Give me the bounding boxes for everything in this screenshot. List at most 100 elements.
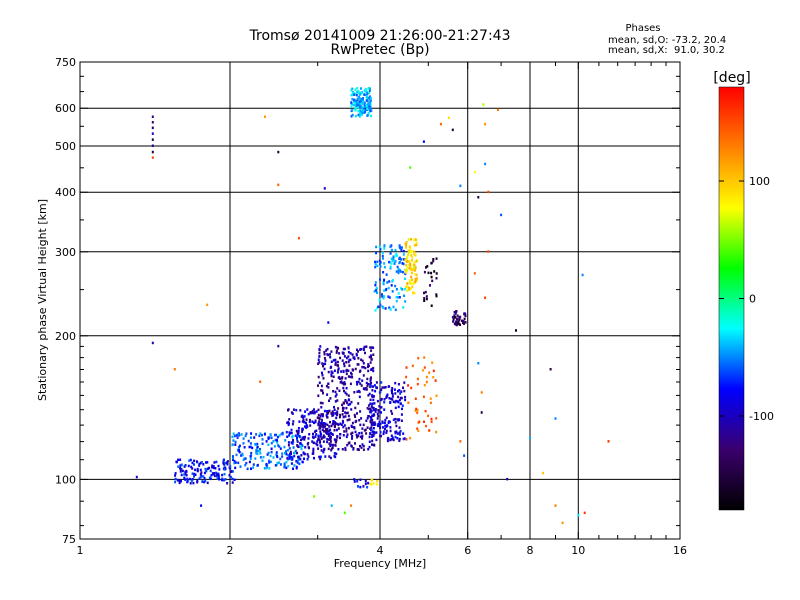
data-point [268,467,271,470]
data-point [402,437,405,441]
data-point [410,250,412,254]
data-point [458,319,461,322]
data-point [296,440,299,443]
data-point [191,478,194,481]
data-point [351,87,354,91]
data-point [370,367,373,371]
data-point [302,451,305,454]
data-point [302,437,305,440]
data-point [329,438,332,441]
data-point [338,352,341,355]
data-point [464,314,467,318]
data-point [348,364,351,367]
data-point [374,260,377,264]
data-point [288,422,290,425]
data-point [358,370,361,373]
data-point [427,271,430,275]
data-point [372,385,374,388]
data-point [397,268,400,271]
data-point [298,434,301,438]
data-point [366,95,369,99]
colorbar-tick-label: 100 [749,175,770,188]
data-point [290,431,293,435]
data-point [324,455,327,458]
data-point [413,291,416,295]
data-point [292,420,295,423]
data-point [296,451,298,455]
data-point [413,266,416,269]
data-point [554,417,557,420]
data-point [306,408,309,411]
data-point [198,464,201,467]
data-point [372,398,375,402]
data-point [401,270,404,274]
data-point [375,381,378,384]
data-point [397,383,400,386]
data-point [404,259,407,262]
data-point [185,473,188,477]
data-point [415,273,418,277]
data-point [359,485,362,489]
data-point [404,395,407,399]
data-point [454,321,457,325]
data-point [258,434,261,438]
data-point [369,407,372,410]
data-point [425,424,428,428]
data-point [262,455,265,459]
data-point [298,462,301,466]
data-point [277,150,280,154]
data-point [316,443,319,447]
data-point [428,371,431,374]
data-point [288,434,291,437]
data-point [454,312,457,315]
data-point [326,423,329,427]
y-tick-label: 300 [55,246,76,259]
data-point [370,385,372,388]
data-point [477,362,480,365]
data-point [394,248,397,252]
data-point [251,446,254,450]
data-point [232,458,234,461]
data-point [215,471,218,475]
data-point [359,112,362,115]
colorbar-label: [deg] [713,70,750,86]
data-point [328,425,331,428]
data-point [345,411,348,415]
data-point [311,409,314,413]
data-point [349,352,352,355]
data-point [368,89,371,92]
data-point [423,270,426,274]
data-point [376,479,379,483]
data-point [255,433,258,436]
data-point [367,365,369,369]
data-point [482,103,485,106]
data-point [329,353,331,356]
data-point [400,419,403,422]
data-point [351,437,353,440]
data-point [411,285,414,289]
data-point [375,289,377,292]
data-point [400,258,403,261]
data-point [327,411,330,414]
data-point [373,432,376,435]
data-point [463,454,466,457]
data-point [179,464,182,467]
data-point [395,270,398,273]
data-point [319,415,322,418]
data-point [202,463,205,466]
gridlines [80,62,680,539]
data-point [371,389,374,392]
data-point [422,140,425,143]
data-point [236,436,239,439]
data-point [379,261,382,264]
data-point [342,425,345,429]
data-point [338,415,341,419]
data-point [353,93,356,96]
data-point [391,398,394,401]
data-point [345,356,348,360]
data-point [259,432,262,435]
data-point [249,455,252,458]
data-point [184,472,187,476]
data-point [413,261,416,264]
data-point [334,412,337,415]
